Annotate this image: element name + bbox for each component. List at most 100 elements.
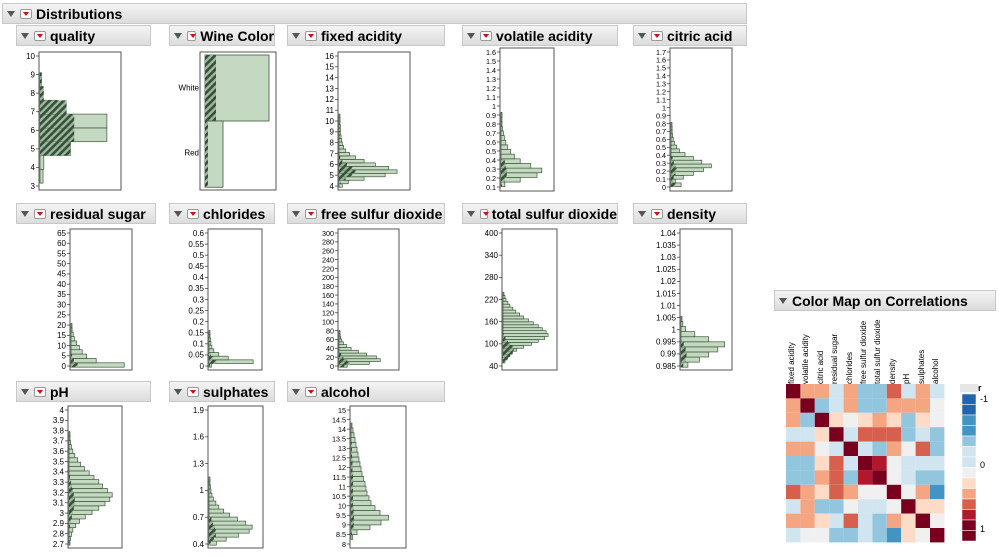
correlation-cell — [800, 499, 815, 514]
correlation-cell — [843, 427, 858, 442]
histogram-bar-selected — [69, 501, 75, 506]
histogram-bar — [670, 163, 712, 169]
column-label: citric acid — [815, 350, 825, 384]
disclosure-triangle-icon[interactable] — [174, 388, 182, 395]
disclosure-triangle-icon[interactable] — [174, 210, 182, 217]
disclosure-triangle-icon[interactable] — [21, 388, 29, 395]
histogram-bar-selected — [339, 361, 350, 365]
panel-header-totalso2[interactable]: total sulfur dioxide — [462, 203, 618, 224]
panel-header-density[interactable]: density — [633, 203, 747, 224]
red-triangle-menu-icon[interactable] — [305, 208, 317, 219]
histogram-bar — [338, 332, 341, 337]
tick-label: 6 — [31, 126, 36, 135]
histogram-bar — [68, 479, 100, 485]
panel-header-chlorides[interactable]: chlorides — [169, 203, 275, 224]
red-triangle-menu-icon[interactable] — [305, 30, 317, 41]
histogram-bar — [500, 144, 509, 150]
tick-label: 1 — [662, 103, 666, 112]
correlation-cell — [814, 499, 830, 514]
panel-title: fixed acidity — [321, 27, 402, 44]
histogram-bar — [680, 321, 684, 327]
disclosure-triangle-icon[interactable] — [292, 32, 300, 39]
tick-label: 15 — [57, 331, 66, 340]
red-triangle-menu-icon[interactable] — [651, 30, 663, 41]
red-triangle-menu-icon[interactable] — [305, 386, 317, 397]
histogram-bar-selected — [339, 162, 347, 167]
disclosure-triangle-icon[interactable] — [21, 210, 29, 217]
histogram-bar — [68, 540, 71, 546]
disclosure-triangle-icon[interactable] — [21, 32, 29, 39]
histogram-bar-selected — [339, 173, 353, 177]
panel-header-quality[interactable]: quality — [16, 25, 151, 46]
histogram-bar — [70, 344, 80, 351]
histogram-bar-selected — [40, 127, 75, 142]
histogram-bar-selected — [351, 442, 352, 448]
tick-label: 1.5 — [486, 57, 496, 66]
histogram-bar-selected — [501, 163, 506, 169]
red-triangle-menu-icon[interactable] — [480, 30, 492, 41]
panel-header-fixed[interactable]: fixed acidity — [287, 25, 445, 46]
panel-header-alcohol[interactable]: alcohol — [287, 381, 445, 402]
histogram-bar — [68, 488, 108, 494]
tick-label: 0.6 — [656, 135, 666, 144]
disclosure-triangle-icon[interactable] — [292, 210, 300, 217]
panel-header-ph[interactable]: pH — [16, 381, 151, 402]
histogram-bar-selected — [40, 72, 42, 87]
red-triangle-menu-icon[interactable] — [651, 208, 663, 219]
tick-label: 2.7 — [53, 540, 65, 549]
tick-label: 280 — [322, 238, 334, 247]
red-triangle-menu-icon[interactable] — [187, 208, 199, 219]
panel-header-wine[interactable]: Wine Color — [169, 25, 275, 46]
histogram-bar-selected — [351, 515, 354, 521]
disclosure-triangle-icon[interactable] — [467, 210, 475, 217]
tick-label: 8 — [342, 540, 346, 549]
histogram-bar — [208, 344, 213, 350]
disclosure-triangle-icon[interactable] — [638, 32, 646, 39]
tick-label: 12 — [325, 95, 334, 104]
red-triangle-menu-icon[interactable] — [480, 208, 489, 219]
red-triangle-menu-icon[interactable] — [34, 208, 46, 219]
tick-label: 15 — [325, 63, 334, 72]
histogram-bar — [502, 339, 539, 343]
red-triangle-menu-icon[interactable] — [34, 386, 46, 397]
panel-header-sugar[interactable]: residual sugar — [16, 203, 156, 224]
histogram-bar-selected — [69, 523, 70, 528]
disclosure-triangle-icon[interactable] — [467, 32, 475, 39]
disclosure-triangle-icon[interactable] — [779, 297, 787, 304]
tick-label: 55 — [57, 249, 66, 258]
color-map-header[interactable]: Color Map on Correlations — [774, 290, 996, 311]
disclosure-triangle-icon[interactable] — [7, 10, 15, 17]
distributions-outline-header[interactable]: Distributions — [2, 3, 747, 24]
histogram-bar — [70, 327, 73, 333]
correlation-cell — [814, 412, 830, 428]
red-triangle-menu-icon[interactable] — [20, 8, 32, 19]
correlation-cell — [901, 384, 916, 399]
tick-label: 40 — [326, 344, 334, 353]
histogram-bar — [502, 306, 514, 311]
tick-label: 1 — [200, 486, 205, 495]
disclosure-triangle-icon[interactable] — [174, 32, 182, 39]
histogram-bar — [338, 155, 356, 160]
histogram-bar — [208, 333, 211, 339]
tick-label: 1.1 — [656, 95, 666, 104]
tick-label: 1.3 — [193, 459, 205, 468]
panel-header-volatile[interactable]: volatile acidity — [462, 25, 618, 46]
panel-header-citric[interactable]: citric acid — [633, 25, 747, 46]
correlation-cell — [901, 441, 916, 456]
panel-header-sulphates[interactable]: sulphates — [169, 381, 275, 402]
red-triangle-menu-icon[interactable] — [187, 30, 197, 41]
histogram-bar — [670, 144, 677, 150]
histogram-bar — [338, 124, 341, 129]
red-triangle-menu-icon[interactable] — [187, 386, 199, 397]
tick-label: 2.8 — [53, 529, 65, 538]
histogram-bar — [350, 480, 366, 487]
panel-header-freeso2[interactable]: free sulfur dioxide — [287, 203, 445, 224]
red-triangle-menu-icon[interactable] — [34, 30, 46, 41]
disclosure-triangle-icon[interactable] — [292, 388, 300, 395]
legend-swatch — [961, 467, 977, 479]
correlation-cell — [786, 470, 801, 485]
panel-title: quality — [50, 27, 96, 44]
tick-label: 1 — [672, 326, 677, 335]
disclosure-triangle-icon[interactable] — [638, 210, 646, 217]
correlation-cell — [858, 384, 873, 399]
